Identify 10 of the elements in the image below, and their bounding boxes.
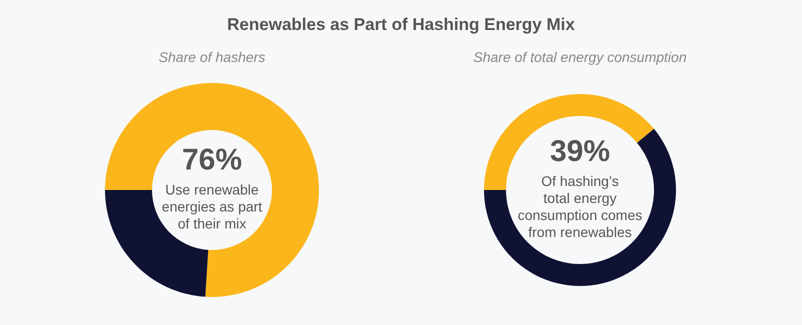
data-label: 76% [182,144,242,176]
text: Renewables as Part of Hashing Energy Mix [227,15,576,34]
donut-slice [105,83,319,297]
text: Of hashing’s total energy consumption comes from renewables [518,173,642,240]
chart-subtitle: Share of total energy consumption [473,49,687,65]
donut-slice [484,94,654,190]
chart-subtitle: Share of hashers [158,49,266,65]
text: Use renewable energies as part of their mix [162,182,262,232]
data-label: 39% [550,135,610,168]
donut-slice [484,128,676,286]
